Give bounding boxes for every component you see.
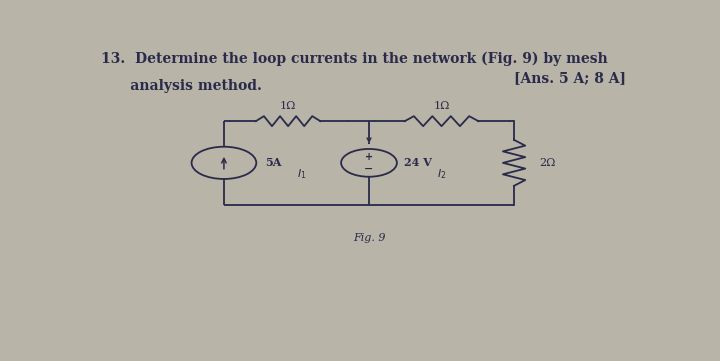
Text: analysis method.: analysis method. bbox=[101, 79, 262, 93]
Text: Fig. 9: Fig. 9 bbox=[353, 233, 385, 243]
Text: 2Ω: 2Ω bbox=[539, 158, 556, 168]
Text: +: + bbox=[365, 152, 373, 162]
Text: 1Ω: 1Ω bbox=[433, 101, 450, 110]
Text: 5A: 5A bbox=[265, 157, 281, 168]
Text: 13.  Determine the loop currents in the network (Fig. 9) by mesh: 13. Determine the loop currents in the n… bbox=[101, 52, 608, 66]
Text: $I_2$: $I_2$ bbox=[437, 167, 446, 181]
Text: $I_1$: $I_1$ bbox=[297, 167, 307, 181]
Text: −: − bbox=[364, 164, 374, 173]
Text: 1Ω: 1Ω bbox=[280, 101, 296, 110]
Text: [Ans. 5 A; 8 A]: [Ans. 5 A; 8 A] bbox=[514, 71, 626, 85]
Text: 24 V: 24 V bbox=[404, 157, 431, 168]
